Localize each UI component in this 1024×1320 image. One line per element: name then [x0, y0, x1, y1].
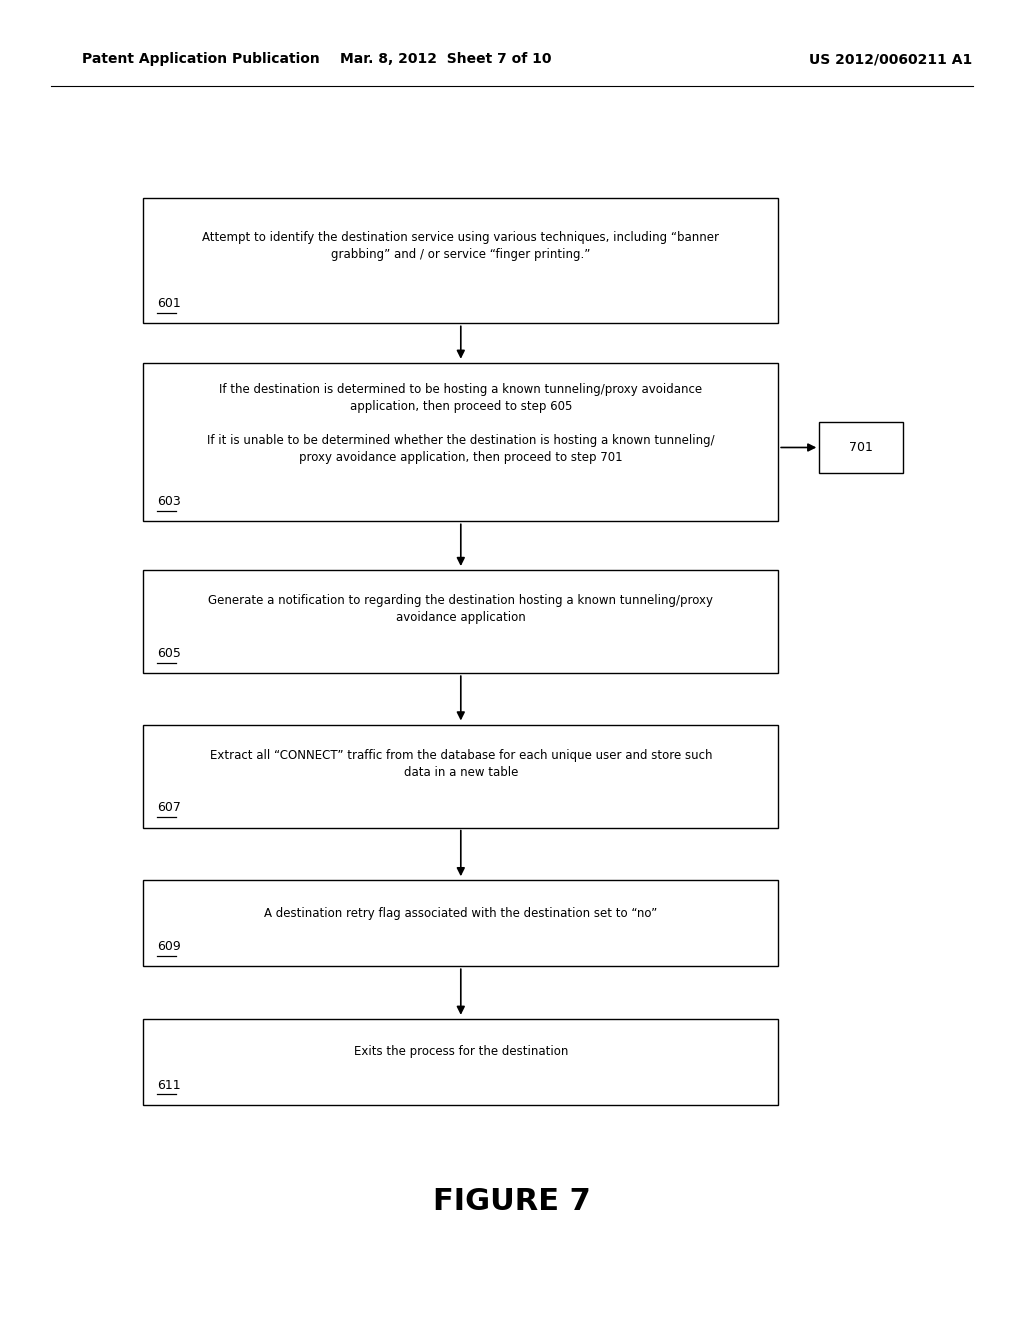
FancyBboxPatch shape: [143, 198, 778, 323]
Text: 605: 605: [157, 647, 180, 660]
Text: 701: 701: [849, 441, 873, 454]
Text: 601: 601: [157, 297, 180, 310]
Text: 603: 603: [157, 495, 180, 508]
Text: If the destination is determined to be hosting a known tunneling/proxy avoidance: If the destination is determined to be h…: [207, 383, 715, 463]
Text: Exits the process for the destination: Exits the process for the destination: [353, 1045, 568, 1059]
Text: 611: 611: [157, 1078, 180, 1092]
Text: 607: 607: [157, 801, 180, 814]
Text: A destination retry flag associated with the destination set to “no”: A destination retry flag associated with…: [264, 907, 657, 920]
Text: US 2012/0060211 A1: US 2012/0060211 A1: [809, 53, 973, 66]
FancyBboxPatch shape: [143, 570, 778, 673]
Text: FIGURE 7: FIGURE 7: [433, 1187, 591, 1216]
FancyBboxPatch shape: [143, 880, 778, 966]
FancyBboxPatch shape: [143, 363, 778, 521]
FancyBboxPatch shape: [143, 725, 778, 828]
Text: Generate a notification to regarding the destination hosting a known tunneling/p: Generate a notification to regarding the…: [208, 594, 714, 624]
Text: 609: 609: [157, 940, 180, 953]
Text: Attempt to identify the destination service using various techniques, including : Attempt to identify the destination serv…: [203, 231, 719, 260]
FancyBboxPatch shape: [143, 1019, 778, 1105]
Text: Mar. 8, 2012  Sheet 7 of 10: Mar. 8, 2012 Sheet 7 of 10: [340, 53, 551, 66]
Text: Patent Application Publication: Patent Application Publication: [82, 53, 319, 66]
FancyBboxPatch shape: [819, 422, 903, 473]
Text: Extract all “CONNECT” traffic from the database for each unique user and store s: Extract all “CONNECT” traffic from the d…: [210, 748, 712, 779]
